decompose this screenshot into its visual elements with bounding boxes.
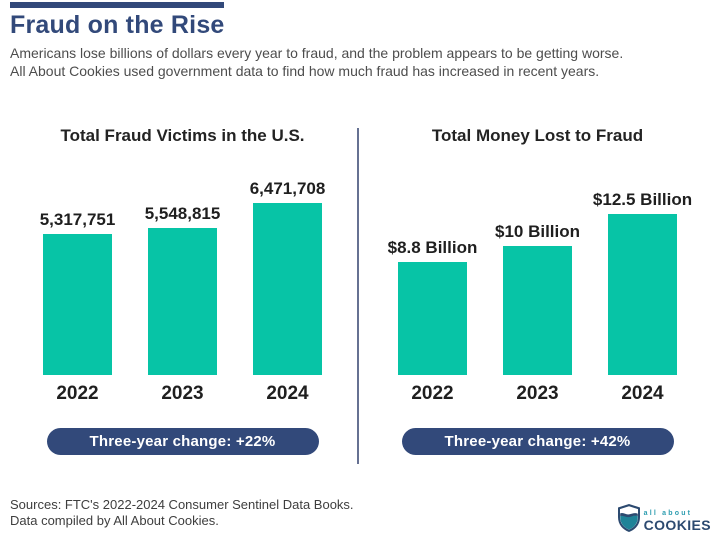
bar-value-label: 6,471,708 (249, 179, 326, 198)
bar-group: $8.8 Billion 2022 (388, 238, 478, 405)
x-axis-label: 2023 (516, 383, 559, 404)
bar-group: 6,471,708 2024 (250, 179, 326, 405)
page-subtitle: Americans lose billions of dollars every… (10, 44, 710, 80)
bar-value-label: 5,548,815 (144, 204, 221, 223)
x-axis-label: 2024 (266, 383, 309, 404)
x-axis-label: 2022 (411, 383, 454, 404)
all-about-cookies-logo: all about COOKIES (617, 504, 711, 537)
sources-note: Sources: FTC's 2022-2024 Consumer Sentin… (10, 497, 354, 529)
bar-group: 5,317,751 2022 (40, 210, 116, 405)
three-year-change-badge: Three-year change: +42% (401, 428, 674, 455)
chart-money-lost: Total Money Lost to Fraud $8.8 Billion 20… (388, 126, 692, 455)
logo-text-top: all about (643, 509, 693, 517)
x-axis-label: 2022 (56, 383, 99, 404)
bar (253, 203, 322, 375)
x-axis-label: 2024 (621, 383, 664, 404)
shield-cookie-icon (617, 504, 641, 537)
logo-text-bottom: COOKIES (643, 516, 711, 533)
bar-value-label: $12.5 Billion (592, 190, 693, 209)
subtitle-line-1: Americans lose billions of dollars every… (10, 45, 624, 61)
bar-group: 5,548,815 2023 (145, 204, 221, 405)
bar (43, 234, 112, 375)
bar-value-label: $8.8 Billion (387, 238, 478, 257)
bar-group: $12.5 Billion 2024 (593, 190, 692, 405)
bar-plot: $8.8 Billion 2022 $10 Billion 2023 $12.5 Bil… (388, 148, 692, 405)
vertical-divider (357, 128, 359, 464)
three-year-change-badge: Three-year change: +22% (46, 428, 319, 455)
bar (148, 228, 217, 375)
sources-line-1: Sources: FTC's 2022-2024 Consumer Sentin… (10, 497, 354, 512)
chart-title: Total Money Lost to Fraud (431, 126, 644, 145)
bar (503, 246, 572, 375)
subtitle-line-2: All About Cookies used government data t… (10, 63, 600, 79)
bar (398, 262, 467, 375)
logo-wordmark: all about COOKIES (644, 510, 711, 532)
chart-title: Total Fraud Victims in the U.S. (60, 126, 305, 145)
bar-value-label: $10 Billion (494, 222, 581, 241)
page-title: Fraud on the Rise (10, 11, 225, 39)
bar-value-label: 5,317,751 (39, 210, 116, 229)
bar-plot: 5,317,751 2022 5,548,815 2023 6,471,708 2024 (40, 148, 326, 405)
chart-fraud-victims: Total Fraud Victims in the U.S. 5,317,75… (40, 126, 326, 455)
header-accent-bar (10, 2, 224, 8)
x-axis-label: 2023 (161, 383, 204, 404)
bar-group: $10 Billion 2023 (495, 222, 580, 405)
sources-line-2: Data compiled by All About Cookies. (10, 513, 219, 528)
bar (608, 214, 677, 375)
